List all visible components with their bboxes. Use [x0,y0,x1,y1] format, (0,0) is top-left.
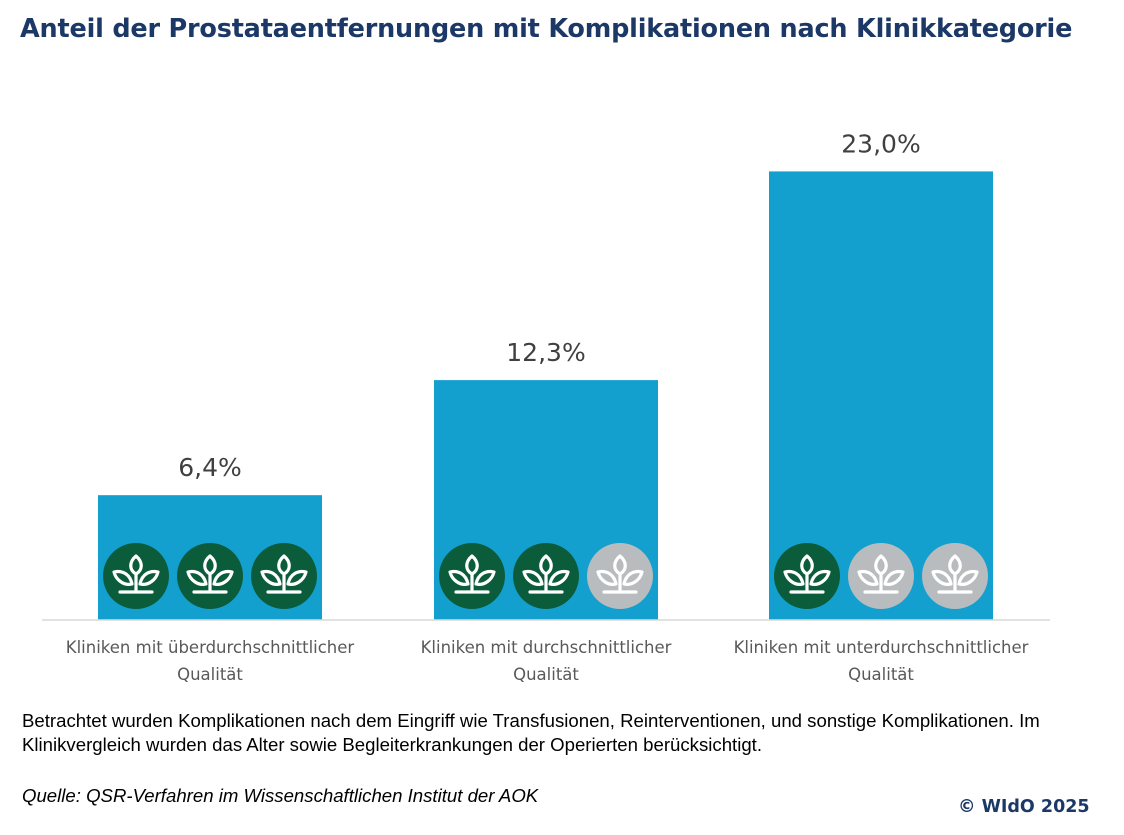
labels-layer: 6,4% 12,3% 23,0% [178,129,920,482]
aok-tree-icon [774,543,840,609]
category-label: Kliniken mit überdurchschnittlicher [66,638,355,657]
footnote: Betrachtet wurden Komplikationen nach de… [22,710,1040,755]
category-label: Qualität [177,665,243,684]
data-label: 23,0% [841,129,920,158]
source-note: Quelle: QSR-Verfahren im Wissenschaftlic… [22,785,539,806]
category-label: Qualität [848,665,914,684]
aok-tree-icon [513,543,579,609]
chart-title: Anteil der Prostataentfernungen mit Komp… [20,14,1073,44]
category-label: Kliniken mit unterdurchschnittlicher [734,638,1029,657]
aok-tree-icon [103,543,169,609]
aok-tree-icon [177,543,243,609]
aok-tree-icon [439,543,505,609]
copyright: © WIdO 2025 [958,797,1090,817]
aok-tree-icon [922,543,988,609]
category-labels-layer: Kliniken mit überdurchschnittlicher Quali… [66,638,1029,684]
bar-chart: 6,4% 12,3% 23,0% Kliniken mit überdurchsch… [42,129,1050,684]
data-label: 12,3% [506,338,585,367]
category-label: Qualität [513,665,579,684]
aok-tree-icon [848,543,914,609]
aok-tree-icon [251,543,317,609]
aok-tree-icon [587,543,653,609]
category-label: Kliniken mit durchschnittlicher [421,638,672,657]
rating-icons-layer [103,543,988,609]
data-label: 6,4% [178,453,242,482]
